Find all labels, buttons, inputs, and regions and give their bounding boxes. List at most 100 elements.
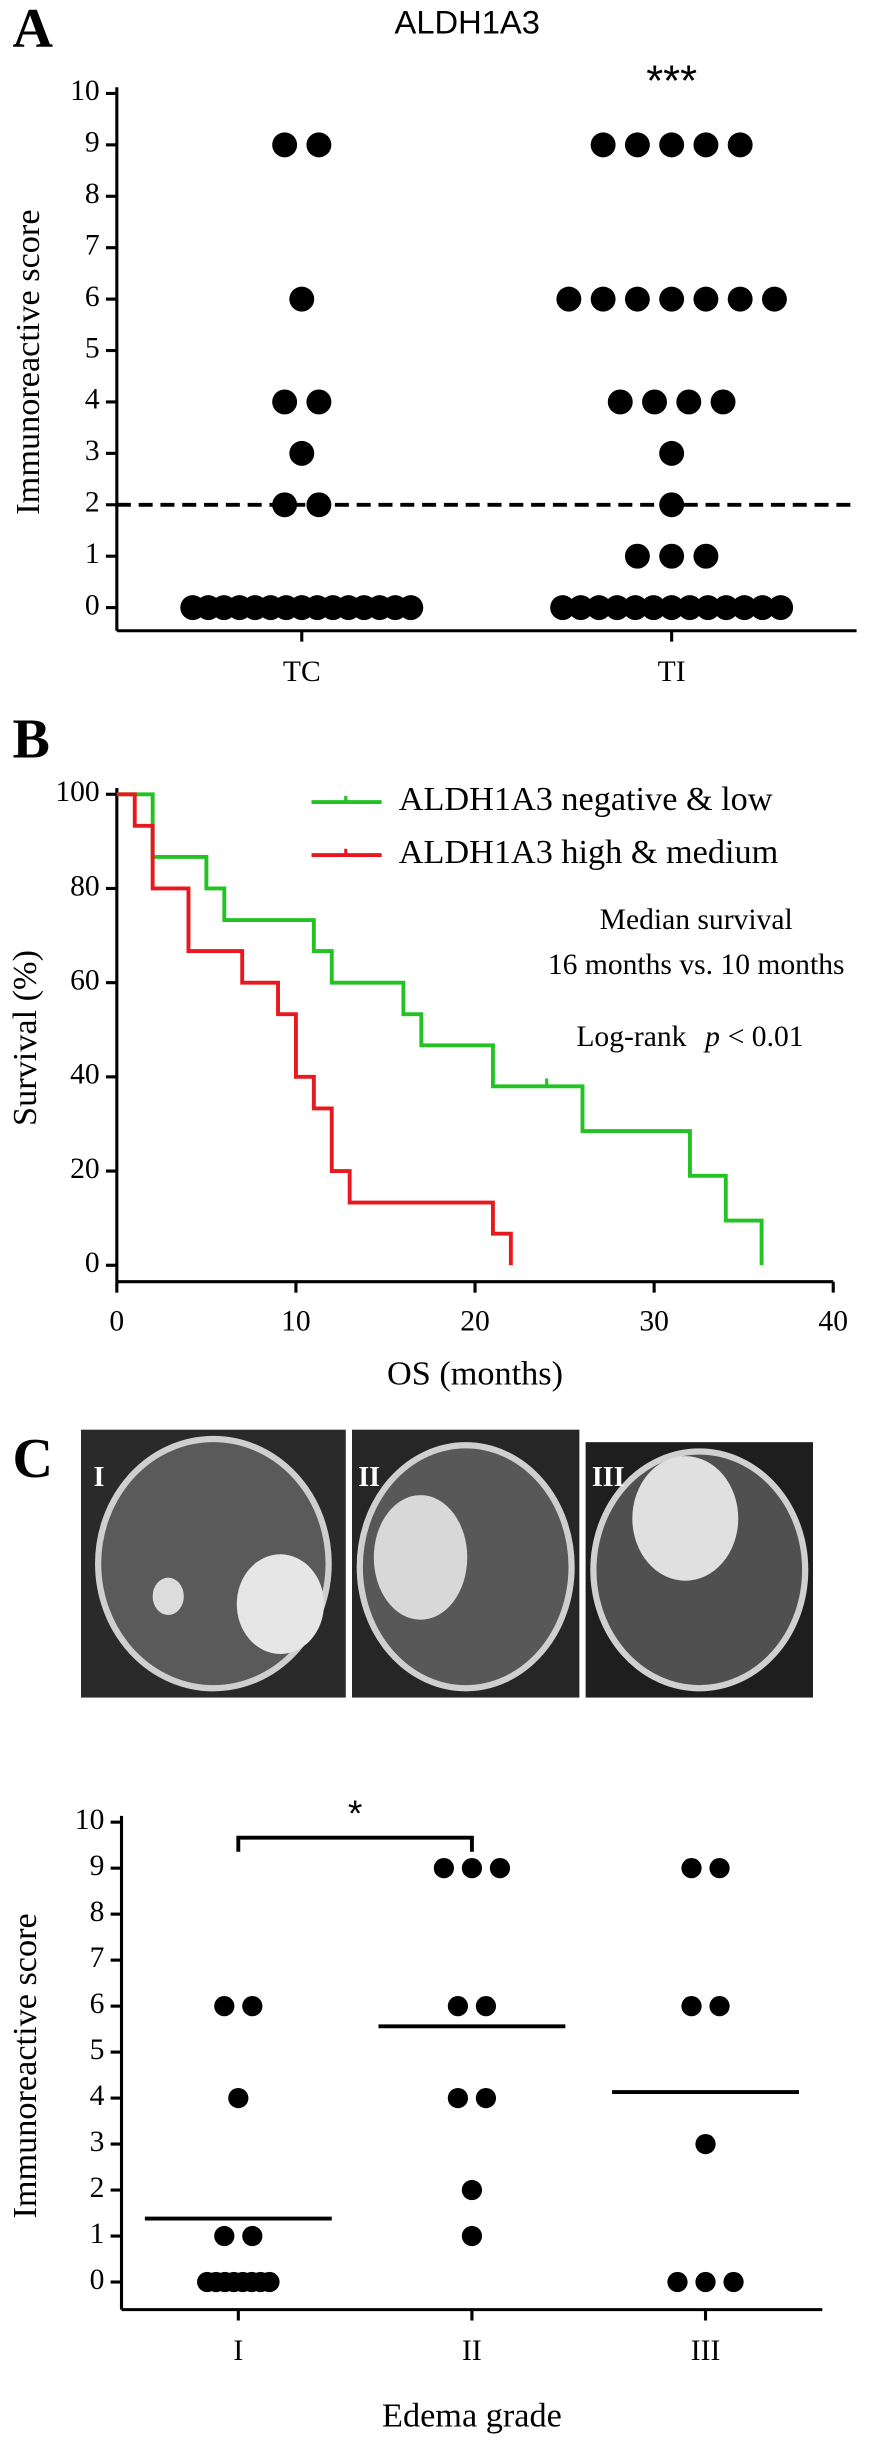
dot: [695, 2271, 716, 2293]
y-tick-label: 8: [90, 1896, 105, 1928]
y-tick-label: 1: [85, 538, 100, 570]
test-result: Log-rank p < 0.01: [576, 1021, 803, 1053]
dot: [750, 595, 775, 621]
x-tick-label: 20: [460, 1306, 490, 1338]
survival-curve: [116, 792, 764, 1266]
lesion: [152, 1577, 184, 1616]
y-tick-label: 0: [85, 589, 100, 621]
dot: [693, 132, 719, 158]
dot: [709, 1858, 730, 1879]
y-tick-label: 6: [85, 281, 100, 313]
y-tick-label: 20: [70, 1153, 100, 1185]
dot: [590, 132, 616, 158]
dot: [586, 595, 612, 621]
y-tick-label: 2: [90, 2172, 105, 2204]
dot: [447, 2087, 469, 2109]
dot: [461, 2179, 483, 2201]
dot: [475, 1995, 497, 2017]
x-axis-title: OS (months): [387, 1355, 563, 1393]
image-label: I: [93, 1462, 104, 1493]
dot: [659, 286, 685, 312]
dot: [214, 2225, 235, 2247]
y-axis-title: Immunoreactive score: [9, 209, 47, 514]
dot: [676, 389, 702, 415]
image-label: III: [592, 1462, 625, 1493]
y-tick-label: 7: [90, 1942, 105, 1974]
y-tick-label: 3: [85, 435, 100, 467]
legend-label: ALDH1A3 negative & low: [399, 780, 773, 818]
lesion: [632, 1456, 739, 1581]
y-tick-label: 9: [85, 127, 100, 159]
significance: ***: [646, 58, 697, 106]
y-tick-label: 10: [75, 1804, 105, 1836]
dot: [289, 286, 315, 312]
x-axis-title: Edema grade: [382, 2396, 562, 2434]
y-tick-label: 0: [85, 1247, 100, 1279]
dot: [681, 1858, 702, 1879]
dot: [693, 286, 719, 312]
dot: [731, 595, 757, 621]
dot: [228, 2087, 249, 2109]
y-tick-label: 9: [90, 1850, 105, 1882]
panel-label: A: [12, 0, 53, 60]
dot: [306, 132, 332, 158]
dot: [556, 286, 582, 312]
x-tick-label: TI: [658, 656, 686, 688]
dot: [489, 1858, 511, 1879]
x-tick-label: 0: [109, 1306, 124, 1338]
dot: [461, 2225, 483, 2247]
y-tick-label: 8: [85, 178, 100, 210]
lesion: [236, 1554, 324, 1654]
dot: [727, 286, 753, 312]
dot: [306, 492, 332, 518]
dot: [642, 389, 667, 415]
y-axis-title: Survival (%): [6, 950, 44, 1126]
x-tick-label: 40: [818, 1306, 848, 1338]
y-tick-label: 40: [70, 1059, 100, 1091]
dot: [709, 1995, 730, 2017]
x-tick-label: 30: [639, 1306, 669, 1338]
dot: [433, 1858, 455, 1879]
dot: [242, 2225, 263, 2247]
y-tick-label: 60: [70, 964, 100, 996]
dot: [242, 1995, 263, 2017]
dot: [607, 389, 633, 415]
dot: [475, 2087, 497, 2109]
dot: [659, 595, 685, 621]
dot: [624, 286, 650, 312]
y-tick-label: 100: [55, 776, 99, 808]
y-tick-label: 0: [90, 2264, 105, 2296]
x-tick-label: II: [462, 2335, 482, 2367]
dot: [723, 2271, 744, 2293]
x-tick-label: I: [233, 2335, 243, 2367]
dot: [272, 492, 298, 518]
dot: [272, 389, 298, 415]
dot: [590, 286, 616, 312]
dot: [659, 440, 685, 466]
significance: *: [348, 1792, 363, 1834]
image-label: II: [358, 1462, 380, 1493]
dot: [289, 440, 315, 466]
test-label: Log-rank: [576, 1021, 686, 1053]
y-tick-label: 1: [90, 2218, 105, 2250]
lesion: [373, 1495, 468, 1620]
dot: [768, 595, 794, 621]
annotation: Median survival: [600, 904, 793, 936]
y-tick-label: 3: [90, 2126, 105, 2158]
significance-bracket: [236, 1835, 474, 1852]
y-tick-label: 2: [85, 487, 100, 519]
dot: [214, 1995, 235, 2017]
dot: [667, 2271, 688, 2293]
dot: [550, 595, 576, 621]
p-symbol: p: [703, 1021, 720, 1053]
dot: [641, 595, 666, 621]
dot: [622, 595, 648, 621]
survival-curve: [116, 792, 513, 1266]
y-tick-label: 7: [85, 229, 100, 261]
dot: [568, 595, 594, 621]
dot: [659, 543, 685, 569]
dot: [693, 543, 719, 569]
dot: [624, 132, 650, 158]
dot: [695, 595, 721, 621]
